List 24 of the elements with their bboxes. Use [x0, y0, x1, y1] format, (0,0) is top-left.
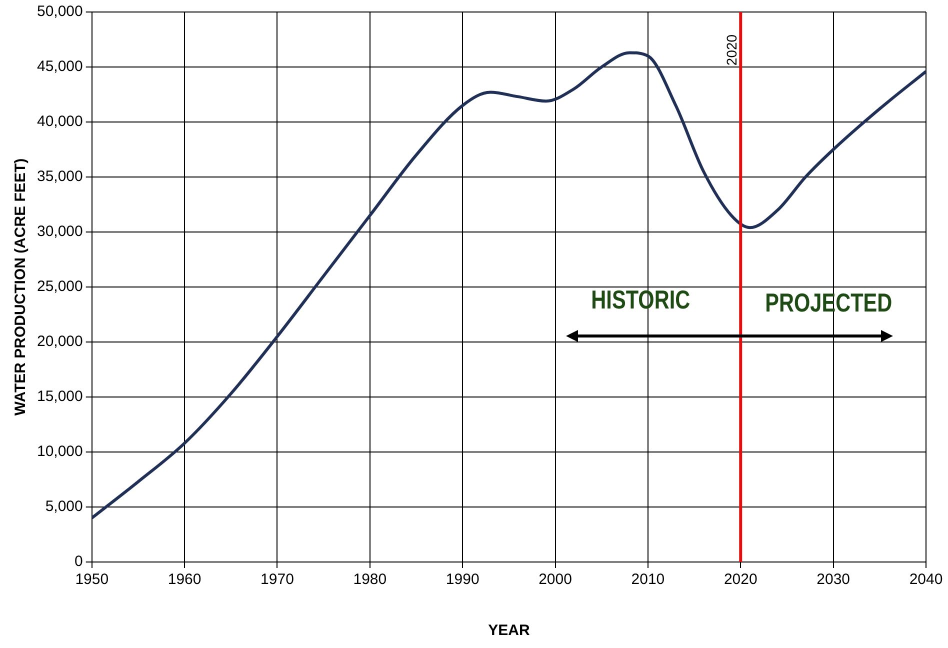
x-tick-label: 1990 — [446, 571, 480, 588]
y-axis-title: WATER PRODUCTION (ACRE FEET) — [12, 158, 30, 416]
x-tick-label: 1970 — [260, 571, 294, 588]
x-tick-label: 2030 — [816, 571, 850, 588]
y-tick-label: 30,000 — [36, 223, 83, 240]
y-tick-label: 45,000 — [36, 58, 83, 76]
y-tick-label: 10,000 — [36, 443, 83, 460]
ref-line-label: 2020 — [724, 34, 740, 66]
y-tick-label: 0 — [74, 553, 83, 570]
y-tick-label: 40,000 — [36, 113, 83, 130]
x-tick-label: 1950 — [75, 571, 109, 588]
x-tick-label: 1960 — [168, 571, 202, 588]
x-tick-label: 2000 — [538, 571, 572, 588]
x-tick-label: 2020 — [724, 571, 758, 588]
y-tick-label: 20,000 — [36, 333, 83, 350]
x-axis-title: YEAR — [488, 622, 530, 640]
y-tick-label: 25,000 — [36, 278, 83, 296]
x-tick-label: 1980 — [353, 571, 387, 588]
x-tick-label: 2040 — [909, 571, 943, 588]
y-tick-label: 15,000 — [36, 388, 83, 406]
y-tick-label: 50,000 — [36, 3, 83, 20]
y-tick-label: 5,000 — [45, 498, 83, 516]
x-tick-label: 2010 — [631, 571, 665, 588]
y-tick-label: 35,000 — [36, 168, 83, 186]
